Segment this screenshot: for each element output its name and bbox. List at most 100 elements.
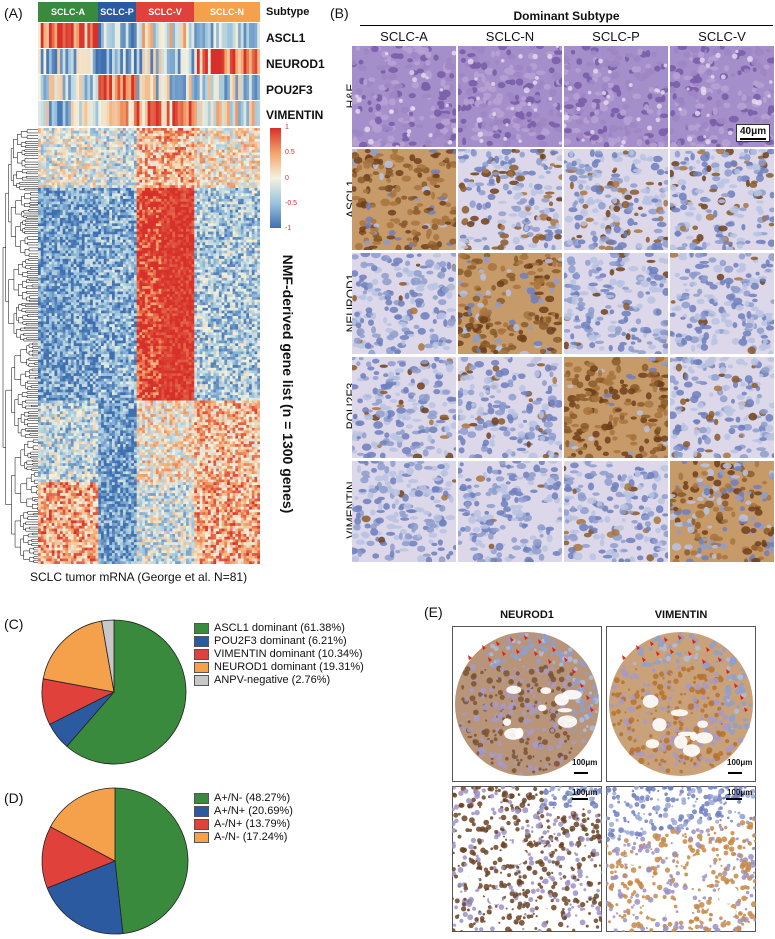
e-scalebar-2: 100μm xyxy=(727,758,752,767)
pie-slice xyxy=(46,860,124,935)
legend-entry: A-/N+ (13.79%) xyxy=(194,818,293,830)
legend-entry: NEUROD1 dominant (19.31%) xyxy=(194,661,364,673)
ihc-tile xyxy=(564,357,668,458)
panel-a-letter: (A) xyxy=(4,5,23,21)
scale-tick: 0.5 xyxy=(285,149,297,156)
legend-label: ASCL1 dominant (61.38%) xyxy=(214,622,345,634)
gene-strip-row xyxy=(38,23,260,48)
column-header-sclc-n: SCLC-N xyxy=(458,29,562,44)
gene-label-ascl1: ASCL1 xyxy=(266,31,305,45)
ihc-tile xyxy=(564,46,668,147)
legend-entry: ANPV-negative (2.76%) xyxy=(194,674,364,686)
legend-swatch xyxy=(194,648,209,660)
legend-entry: A+/N- (48.27%) xyxy=(194,792,293,804)
legend-entry: A-/N- (17.24%) xyxy=(194,831,293,843)
scale-tick: 1 xyxy=(285,124,297,131)
gene-expression-strips xyxy=(38,23,260,126)
gene-label-pou2f3: POU2F3 xyxy=(266,83,313,97)
ihc-tile xyxy=(670,357,774,458)
dominant-subtype-rule xyxy=(360,25,773,26)
gene-label-neurod1: NEUROD1 xyxy=(266,57,325,71)
subtype-bar-sclc-v: SCLC-V xyxy=(136,2,194,22)
panel-c-letter: (C) xyxy=(4,616,23,632)
ihc-tile xyxy=(352,357,456,458)
legend-label: A+/N+ (20.69%) xyxy=(214,805,293,817)
legend-label: VIMENTIN dominant (10.34%) xyxy=(214,648,363,660)
panel-e-letter: (E) xyxy=(424,604,443,620)
ihc-tile xyxy=(458,461,562,562)
e-col-header-neurod1: NEUROD1 xyxy=(452,609,602,621)
dendrogram xyxy=(2,129,38,563)
legend-label: A-/N- (17.24%) xyxy=(214,831,287,843)
ihc-tile xyxy=(352,46,456,147)
scalebar-40um: 40μm xyxy=(736,124,771,142)
legend-entry: POU2F3 dominant (6.21%) xyxy=(194,635,364,647)
color-scale-ticks: 1 0.5 0 -0.5 -1 xyxy=(285,124,297,232)
tma-core-neurod1 xyxy=(452,626,602,782)
ihc-tile xyxy=(458,253,562,354)
tma-core-vimentin xyxy=(606,626,756,782)
legend-label: NEUROD1 dominant (19.31%) xyxy=(214,661,364,673)
legend-swatch xyxy=(194,818,209,830)
subtype-bar-sclc-n: SCLC-N xyxy=(194,2,260,22)
legend-swatch xyxy=(194,805,209,817)
pie-slice xyxy=(114,787,189,935)
subtype-bar-sclc-p: SCLC-P xyxy=(98,2,136,22)
scale-tick: -1 xyxy=(285,225,297,232)
zoom-neurod1 xyxy=(452,786,602,932)
heatmap-bottom-label: SCLC tumor mRNA (George et al. N=81) xyxy=(30,570,247,584)
e-scalebar-3: 100μm xyxy=(572,788,597,797)
heatmap xyxy=(38,128,260,564)
legend-swatch xyxy=(194,831,209,843)
ihc-tile xyxy=(352,253,456,354)
pie-slice xyxy=(42,620,115,693)
e-scalebar-4: 100μm xyxy=(727,788,752,797)
legend-swatch xyxy=(194,622,209,634)
legend-swatch xyxy=(194,635,209,647)
legend-entry: ASCL1 dominant (61.38%) xyxy=(194,622,364,634)
e-scalebar-1: 100μm xyxy=(572,758,597,767)
ihc-tile xyxy=(352,149,456,250)
legend-label: ANPV-negative (2.76%) xyxy=(214,674,330,686)
subtype-bar-sclc-a: SCLC-A xyxy=(38,2,98,22)
scalebar-40um-line xyxy=(740,138,767,140)
scale-tick: -0.5 xyxy=(285,200,297,207)
panel-d-letter: (D) xyxy=(4,790,23,806)
gene-strip-row xyxy=(38,49,260,74)
legend-c: ASCL1 dominant (61.38%) POU2F3 dominant (… xyxy=(194,622,364,687)
ihc-tile xyxy=(670,253,774,354)
gene-strip-row xyxy=(38,101,260,126)
color-scale-bar xyxy=(270,128,281,228)
legend-label: A-/N+ (13.79%) xyxy=(214,818,290,830)
subtype-header: Subtype xyxy=(266,6,309,18)
pie-slice xyxy=(41,826,116,889)
gene-label-vimentin: VIMENTIN xyxy=(266,108,323,122)
subtype-bar: SCLC-A SCLC-P SCLC-V SCLC-N xyxy=(38,2,260,22)
legend-entry: VIMENTIN dominant (10.34%) xyxy=(194,648,364,660)
gene-strip-row xyxy=(38,75,260,100)
dominant-subtype-title: Dominant Subtype xyxy=(360,9,773,23)
e-col-header-vimentin: VIMENTIN xyxy=(606,609,756,621)
ihc-tile xyxy=(670,149,774,250)
legend-swatch xyxy=(194,792,209,804)
pie-chart-d xyxy=(41,787,189,935)
ihc-tile xyxy=(458,46,562,147)
ihc-tile xyxy=(458,149,562,250)
pie-chart-c xyxy=(41,619,187,765)
panel-b-letter: (B) xyxy=(330,5,349,21)
ihc-tile xyxy=(670,461,774,562)
scale-tick: 0 xyxy=(285,175,297,182)
pie-slice xyxy=(101,619,115,693)
ihc-tile xyxy=(564,461,668,562)
gene-list-side-label: NMF-derived gene list (n = 1300 genes) xyxy=(280,244,296,524)
column-header-sclc-a: SCLC-A xyxy=(352,29,456,44)
scalebar-40um-label: 40μm xyxy=(740,126,766,137)
legend-swatch xyxy=(194,674,209,686)
column-header-sclc-v: SCLC-V xyxy=(670,29,774,44)
column-header-sclc-p: SCLC-P xyxy=(564,29,668,44)
legend-swatch xyxy=(194,661,209,673)
legend-entry: A+/N+ (20.69%) xyxy=(194,805,293,817)
zoom-vimentin xyxy=(606,786,756,932)
pie-slice xyxy=(49,787,116,862)
ihc-tile xyxy=(352,461,456,562)
